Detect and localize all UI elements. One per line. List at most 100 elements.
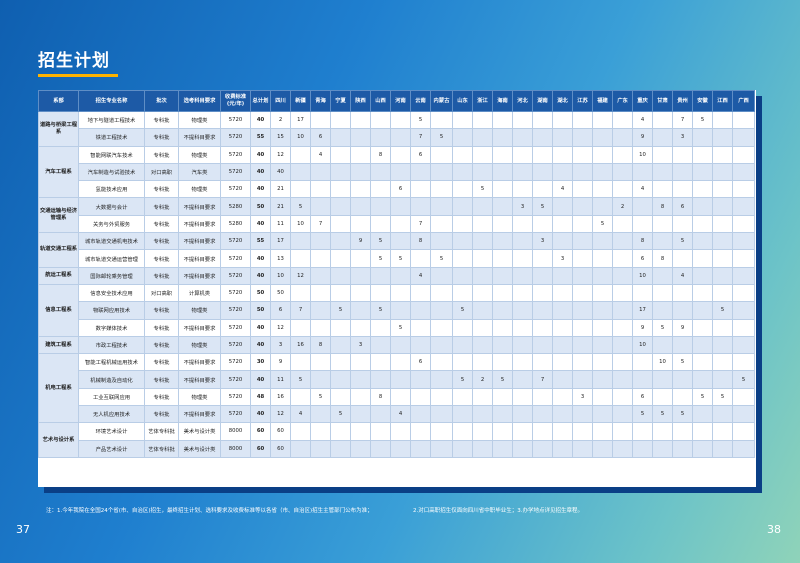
table-cell — [592, 232, 613, 251]
table-cell — [410, 335, 431, 355]
table-cell: 5 — [712, 301, 733, 320]
table-cell: 2 — [472, 370, 493, 389]
table-cell — [492, 283, 513, 303]
table-cell: 物理类 — [178, 110, 221, 130]
table-cell — [492, 128, 513, 147]
table-cell — [592, 335, 613, 355]
table-cell: 4 — [410, 266, 431, 285]
table-cell — [552, 214, 573, 234]
table-cell — [532, 283, 553, 303]
table-cell — [350, 318, 371, 337]
table-cell — [512, 110, 533, 130]
table-cell — [472, 197, 493, 216]
table-cell — [410, 301, 431, 320]
table-cell — [350, 128, 371, 147]
table-cell: 5 — [672, 232, 693, 251]
table-cell — [732, 249, 755, 268]
table-cell: 物理类 — [178, 387, 221, 407]
table-cell — [330, 145, 351, 164]
table-cell: 汽车类 — [178, 162, 221, 182]
table-cell — [370, 422, 391, 441]
table-cell — [430, 335, 453, 355]
table-cell — [732, 180, 755, 199]
table-cell — [732, 422, 755, 441]
table-row: 建筑工程系 市政工程技术 专科批 物理类 5720 40 3 16 8 3 10 — [38, 335, 755, 355]
table-cell: 10 — [632, 335, 653, 355]
table-cell — [390, 353, 411, 372]
table-cell — [290, 232, 311, 251]
major-name-cell: 城市轨道交通运营管理 — [78, 249, 145, 268]
table-cell: 5 — [330, 405, 351, 424]
table-cell: 13 — [270, 249, 291, 268]
table-cell — [430, 145, 453, 164]
table-cell — [512, 335, 533, 355]
table-cell: 30 — [250, 353, 271, 372]
table-cell — [712, 266, 733, 285]
table-cell: 4 — [552, 180, 573, 199]
table-cell — [732, 162, 755, 182]
table-cell — [430, 387, 453, 407]
table-cell — [552, 266, 573, 285]
table-cell: 40 — [250, 162, 271, 182]
table-cell — [410, 249, 431, 268]
table-cell — [712, 439, 733, 458]
table-cell — [452, 110, 473, 130]
column-header: 广东 — [612, 90, 633, 112]
table-cell — [452, 439, 473, 458]
table-cell: 5 — [290, 370, 311, 389]
table-cell — [350, 266, 371, 285]
table-cell — [612, 405, 633, 424]
column-header: 海南 — [492, 90, 513, 112]
major-name-cell: 地下与隧道工程技术 — [78, 110, 145, 130]
table-cell: 11 — [270, 214, 291, 234]
table-cell — [492, 162, 513, 182]
table-cell — [692, 249, 713, 268]
table-cell: 10 — [652, 353, 673, 372]
table-cell — [370, 266, 391, 285]
table-cell — [612, 387, 633, 407]
table-cell — [452, 387, 473, 407]
column-header: 山西 — [370, 90, 391, 112]
table-cell — [390, 128, 411, 147]
major-name-cell: 无人机应用技术 — [78, 405, 145, 424]
table-cell: 16 — [290, 335, 311, 355]
table-cell — [430, 162, 453, 182]
column-header: 新疆 — [290, 90, 311, 112]
footnote-2: 2.对口高职招生仅面向四川省中职毕业生；3.办学地点详见招生章程。 — [413, 508, 583, 514]
table-cell — [612, 353, 633, 372]
table-cell — [350, 283, 371, 303]
table-cell: 5720 — [220, 283, 251, 303]
table-cell — [492, 266, 513, 285]
table-cell — [672, 387, 693, 407]
table-cell — [452, 353, 473, 372]
table-cell — [692, 214, 713, 234]
table-cell — [692, 353, 713, 372]
table-cell: 5 — [592, 214, 613, 234]
table-cell: 9 — [672, 318, 693, 337]
table-cell — [612, 283, 633, 303]
table-cell — [310, 180, 331, 199]
table-cell — [612, 110, 633, 130]
table-cell: 5 — [370, 301, 391, 320]
table-cell — [350, 214, 371, 234]
table-cell — [310, 197, 331, 216]
table-cell: 5 — [692, 387, 713, 407]
table-cell — [290, 180, 311, 199]
table-cell — [472, 232, 493, 251]
table-cell — [552, 318, 573, 337]
table-cell — [512, 370, 533, 389]
table-cell: 50 — [250, 301, 271, 320]
table-cell — [552, 301, 573, 320]
table-cell: 专科批 — [144, 145, 179, 164]
table-cell — [652, 110, 673, 130]
table-cell: 6 — [270, 301, 291, 320]
table-cell: 16 — [270, 387, 291, 407]
table-cell — [472, 422, 493, 441]
table-cell — [390, 439, 411, 458]
table-cell — [370, 110, 391, 130]
table-cell — [390, 283, 411, 303]
table-cell — [492, 439, 513, 458]
table-cell — [410, 370, 431, 389]
table-cell — [370, 353, 391, 372]
table-cell — [472, 353, 493, 372]
